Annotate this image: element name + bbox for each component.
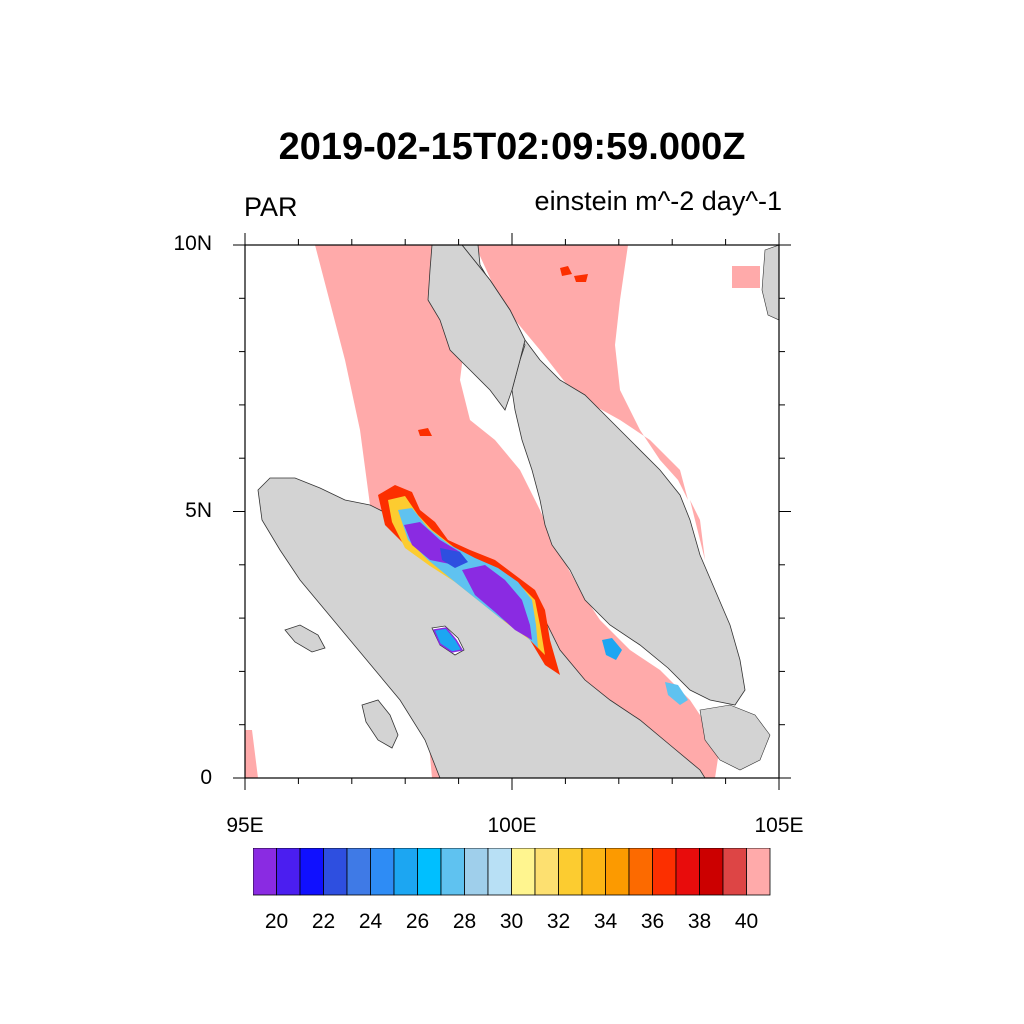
colorbar-swatch	[605, 848, 630, 896]
colorbar	[253, 848, 771, 896]
colorbar-swatch	[487, 848, 512, 896]
par-data-strait-patch-2	[665, 682, 688, 705]
colorbar-tick-label: 32	[546, 910, 571, 933]
colorbar-swatch	[299, 848, 324, 896]
variable-label: PAR	[244, 192, 298, 222]
colorbar-tick-label: 34	[593, 910, 618, 933]
colorbar-swatch	[393, 848, 418, 896]
par-data-blue-patch	[440, 548, 468, 568]
units-label: einstein m^-2 day^-1	[534, 186, 782, 216]
land-sumatra	[257, 477, 706, 778]
lon-tick-label-100e: 100E	[487, 814, 537, 837]
par-swath-east-tail	[690, 500, 705, 560]
colorbar-swatch	[323, 848, 348, 896]
colorbar-swatch	[370, 848, 395, 896]
colorbar-swatch	[628, 848, 653, 896]
land-malay-peninsula	[461, 245, 746, 706]
lon-tick-label-105e: 105E	[754, 814, 804, 837]
colorbar-tick-label: 30	[499, 910, 524, 933]
colorbar-swatch	[440, 848, 465, 896]
colorbar-swatch	[652, 848, 677, 896]
land-nias	[361, 699, 399, 749]
par-patch-ne	[732, 266, 760, 288]
land-thailand-east	[761, 245, 779, 321]
colorbar-swatch	[534, 848, 559, 896]
colorbar-tick-label: 20	[264, 910, 289, 933]
colorbar-swatch	[253, 848, 277, 896]
colorbar-swatch	[581, 848, 606, 896]
colorbar-swatch	[699, 848, 724, 896]
lat-tick-label-0: 0	[200, 766, 212, 789]
colorbar-tick-label: 36	[640, 910, 665, 933]
lon-tick-label-95e: 95E	[226, 814, 264, 837]
colorbar-swatch	[722, 848, 747, 896]
colorbar-swatch	[464, 848, 489, 896]
colorbar-swatch	[746, 848, 771, 896]
land-riau-islands	[699, 704, 771, 771]
colorbar-swatch	[417, 848, 442, 896]
colorbar-tick-label: 28	[452, 910, 477, 933]
par-swath-sw	[245, 730, 258, 778]
colorbar-tick-label: 26	[405, 910, 430, 933]
par-data-toba	[432, 627, 464, 653]
colorbar-swatch	[276, 848, 301, 896]
land-malay-west	[427, 245, 526, 411]
colorbar-swatch	[558, 848, 583, 896]
colorbar-tick-label: 24	[358, 910, 383, 933]
plot-title: 2019-02-15T02:09:59.000Z	[278, 126, 746, 168]
colorbar-swatch	[511, 848, 536, 896]
colorbar-swatch	[675, 848, 700, 896]
map-ticks	[233, 233, 791, 790]
colorbar-tick-label: 40	[734, 910, 759, 933]
colorbar-tick-label: 38	[687, 910, 712, 933]
par-data-purple-south	[462, 565, 532, 640]
colorbar-tick-label: 22	[311, 910, 336, 933]
lat-tick-label-5n: 5N	[185, 499, 212, 522]
par-data-strait-patch	[602, 638, 622, 660]
lat-tick-label-10n: 10N	[173, 232, 212, 255]
par-swath-band-east	[475, 245, 688, 500]
land-simeulue	[284, 624, 326, 653]
colorbar-swatch	[346, 848, 371, 896]
